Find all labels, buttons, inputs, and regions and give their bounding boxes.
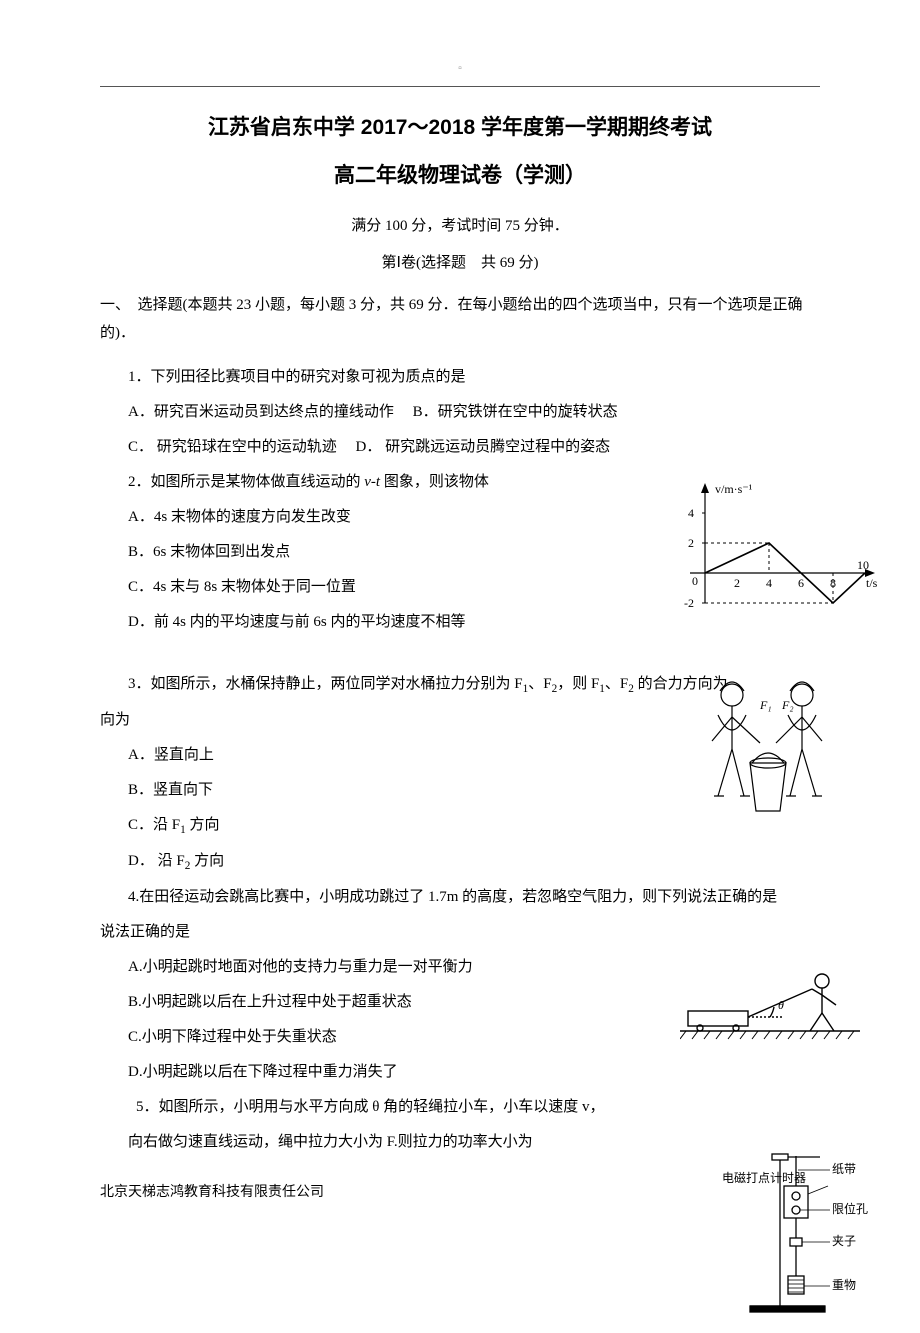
q1-opt-d: D． 研究跳远运动员腾空过程中的姿态 xyxy=(356,439,611,455)
q1-options-cd: C． 研究铅球在空中的运动轨迹 D． 研究跳远运动员腾空过程中的姿态 xyxy=(128,434,820,461)
label-clip: 夹子 xyxy=(832,1234,856,1248)
title-line-1: 江苏省启东中学 2017～2018 学年度第一学期期终考试 xyxy=(100,109,820,147)
svg-text:6: 6 xyxy=(798,576,804,590)
title-line-2: 高二年级物理试卷（学测） xyxy=(100,157,820,195)
svg-text:F₂: F₂ xyxy=(781,698,794,712)
svg-text:t/s: t/s xyxy=(866,576,878,590)
svg-text:v/m·s⁻¹: v/m·s⁻¹ xyxy=(715,482,753,496)
q1-opt-a: A．研究百米运动员到达终点的撞线动作 xyxy=(128,404,394,420)
q1-stem: 1．下列田径比赛项目中的研究对象可视为质点的是 xyxy=(128,364,820,391)
q3-mid1: 、F xyxy=(528,676,551,692)
svg-text:F₁: F₁ xyxy=(759,698,772,712)
svg-text:θ: θ xyxy=(778,998,784,1012)
question-2: 2．如图所示是某物体做直线运动的 v-t 图象，则该物体 A．4s 末物体的速度… xyxy=(128,469,820,636)
header-mark: ▫ xyxy=(100,60,820,78)
label-device: 电磁打点计时器 xyxy=(722,1170,806,1185)
label-weight: 重物 xyxy=(832,1278,856,1292)
q2-vt-graph: 2 4 -2 0 2 4 6 8 10 v/m·s⁻¹ t/s xyxy=(670,473,880,618)
svg-text:2: 2 xyxy=(734,576,740,590)
q2-stem-var: v-t xyxy=(364,474,380,490)
question-1: 1．下列田径比赛项目中的研究对象可视为质点的是 A．研究百米运动员到达终点的撞线… xyxy=(128,364,820,461)
q1-opt-c: C． 研究铅球在空中的运动轨迹 xyxy=(128,439,337,455)
q3-opt-d: D． 沿 F2 方向 xyxy=(128,848,820,876)
q4-figure: θ xyxy=(680,969,860,1049)
question-4: 4.在田径运动会跳高比赛中，小明成功跳过了 1.7m 的高度，若忽略空气阻力，则… xyxy=(128,884,820,1086)
q4-opt-d: D.小明起跳以后在下降过程中重力消失了 xyxy=(128,1059,820,1086)
exam-meta: 满分 100 分，考试时间 75 分钟． xyxy=(100,213,820,240)
footer-publisher: 北京天梯志鸿教育科技有限责任公司 xyxy=(100,1180,820,1205)
label-hole: 限位孔 xyxy=(832,1201,868,1216)
q3-figure: F₁ F₂ xyxy=(690,671,850,846)
svg-text:10: 10 xyxy=(857,558,869,572)
q3-mid3: 、F xyxy=(605,676,628,692)
q1-options-ab: A．研究百米运动员到达终点的撞线动作 B．研究铁饼在空中的旋转状态 xyxy=(128,399,820,426)
svg-text:4: 4 xyxy=(766,576,772,590)
q4-stem: 4.在田径运动会跳高比赛中，小明成功跳过了 1.7m 的高度，若忽略空气阻力，则… xyxy=(128,884,820,911)
q5-line2: 向右做匀速直线运动，绳中拉力大小为 F.则拉力的功率大小为 xyxy=(128,1129,820,1156)
q3-stem-pre: 3．如图所示，水桶保持静止，两位同学对水桶拉力分别为 F xyxy=(128,676,523,692)
q4-stem-text: 4.在田径运动会跳高比赛中，小明成功跳过了 1.7m 的高度，若忽略空气阻力，则… xyxy=(128,889,777,905)
q3-d-pre: D． 沿 F xyxy=(128,853,185,869)
question-5: 5．如图所示，小明用与水平方向成 θ 角的轻绳拉小车，小车以速度 v， 向右做匀… xyxy=(128,1094,820,1156)
q5-line1: 5．如图所示，小明用与水平方向成 θ 角的轻绳拉小车，小车以速度 v， xyxy=(136,1094,820,1121)
section-intro: 一、 选择题(本题共 23 小题，每小题 3 分，共 69 分．在每小题给出的四… xyxy=(100,291,820,348)
q3-c-pre: C．沿 F xyxy=(128,817,180,833)
svg-text:4: 4 xyxy=(688,506,694,520)
question-3: 3．如图所示，水桶保持静止，两位同学对水桶拉力分别为 F1、F2，则 F1、F2… xyxy=(128,671,820,877)
section-heading: 第Ⅰ卷(选择题 共 69 分) xyxy=(100,250,820,277)
q5-figure: 电磁打点计时器 纸带 限位孔 夹子 重物 xyxy=(720,1146,870,1326)
svg-text:0: 0 xyxy=(692,574,698,588)
q1-opt-b: B．研究铁饼在空中的旋转状态 xyxy=(413,404,618,420)
q2-stem-post: 图象，则该物体 xyxy=(380,474,489,490)
svg-text:-2: -2 xyxy=(684,596,694,610)
q3-c-post: 方向 xyxy=(186,817,220,833)
q2-stem-pre: 2．如图所示是某物体做直线运动的 xyxy=(128,474,364,490)
label-tape: 纸带 xyxy=(832,1162,856,1176)
q3-d-post: 方向 xyxy=(190,853,224,869)
q4-stem-tail: 说法正确的是 xyxy=(100,919,820,946)
svg-text:2: 2 xyxy=(688,536,694,550)
top-rule xyxy=(100,86,820,87)
q3-mid2: ，则 F xyxy=(557,676,599,692)
